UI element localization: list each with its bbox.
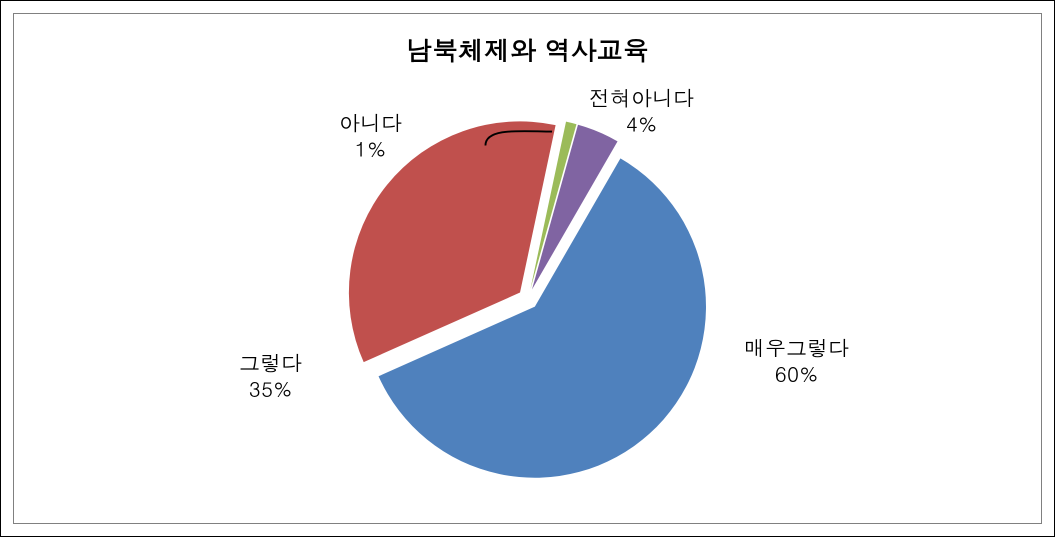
label-percent: 4% [626, 108, 658, 138]
label-percent: 1% [355, 133, 387, 163]
data-label-no: 아니다 1% [339, 109, 402, 162]
pie-svg [343, 114, 713, 484]
label-percent: 35% [249, 373, 293, 403]
data-label-not-at-all: 전혀아니다 4% [589, 84, 694, 137]
pie-chart [343, 114, 713, 484]
label-percent: 60% [775, 358, 819, 388]
data-label-very-yes: 매우그렇다 60% [744, 334, 849, 387]
chart-title: 남북체제와 역사교육 [14, 32, 1041, 68]
chart-outer-frame: 남북체제와 역사교육 매우그렇다 60% 그렇다 35% 아니다 1% 전혀아니… [0, 0, 1055, 537]
data-label-yes: 그렇다 35% [239, 349, 302, 402]
chart-inner-frame: 남북체제와 역사교육 매우그렇다 60% 그렇다 35% 아니다 1% 전혀아니… [13, 13, 1042, 524]
